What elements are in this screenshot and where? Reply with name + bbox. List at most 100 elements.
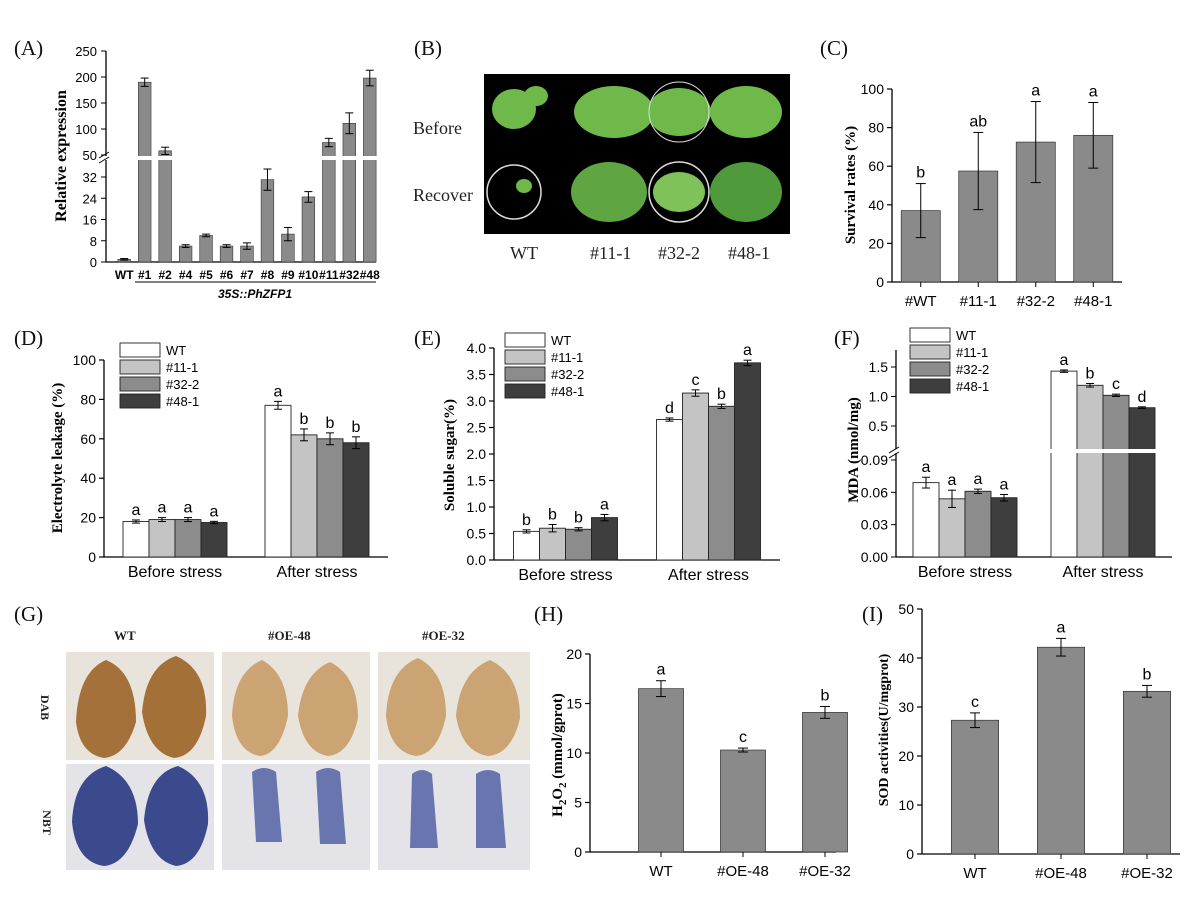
a-y-label: Relative expression bbox=[53, 90, 70, 222]
a-y-tick-label: 0 bbox=[90, 255, 97, 270]
c-significance-letter: a bbox=[1031, 83, 1040, 100]
i-significance-letter: b bbox=[1143, 666, 1152, 683]
h-significance-letter: c bbox=[739, 729, 747, 746]
f-significance-letter: a bbox=[974, 471, 983, 488]
h-y-label-part: H bbox=[550, 805, 566, 817]
e-x-tick-label: After stress bbox=[668, 567, 749, 584]
e-bar-11-1 bbox=[682, 392, 709, 561]
f-legend-swatch bbox=[909, 361, 951, 377]
c-significance-letter: ab bbox=[969, 113, 987, 130]
panel-label-h: (H) bbox=[534, 602, 564, 626]
i-x-tick-label: #OE-48 bbox=[1035, 865, 1087, 882]
a-break-mark bbox=[98, 156, 110, 164]
a-bar bbox=[363, 77, 377, 263]
e-y-tick-label: 4.0 bbox=[467, 340, 487, 356]
f-axis-break bbox=[892, 449, 1172, 453]
f-significance-letter: a bbox=[1060, 352, 1069, 369]
panel-label-b: (B) bbox=[414, 36, 442, 60]
a-x-tick-label: #9 bbox=[281, 268, 295, 282]
c-y-tick-label: 20 bbox=[868, 235, 884, 251]
e-bar-48-1 bbox=[591, 517, 618, 561]
stain-photo-art bbox=[66, 652, 530, 870]
f-y-tick-label: 0.03 bbox=[861, 517, 888, 533]
h-y-tick-label: 20 bbox=[566, 646, 582, 662]
i-significance-letter: c bbox=[971, 694, 979, 711]
a-x-tick-label: #6 bbox=[220, 268, 234, 282]
d-legend-swatch bbox=[119, 393, 161, 409]
d-significance-letter: b bbox=[326, 415, 335, 432]
e-bar-WT bbox=[656, 419, 683, 561]
f-legend-swatch bbox=[909, 378, 951, 394]
panel-label-e: (E) bbox=[414, 326, 441, 350]
f-bar-32-2 bbox=[1102, 394, 1130, 558]
d-bar-WT bbox=[264, 404, 292, 558]
photo-col-label-wt: WT bbox=[510, 243, 538, 263]
c-y-tick-label: 0 bbox=[876, 274, 884, 290]
i-y-tick-label: 40 bbox=[898, 650, 914, 666]
d-bar-48-1 bbox=[342, 442, 370, 558]
photo-col-label-48-1: #48-1 bbox=[728, 243, 770, 263]
e-y-tick-label: 3.5 bbox=[467, 367, 487, 383]
stain-photo bbox=[66, 652, 530, 870]
panel-label-f: (F) bbox=[834, 326, 860, 350]
a-x-tick-label: #10 bbox=[298, 268, 318, 282]
c-y-label: Survival rates (%) bbox=[843, 126, 859, 244]
d-bar-WT bbox=[122, 521, 150, 558]
e-legend-label: #32-2 bbox=[551, 367, 584, 382]
e-y-tick-label: 0.5 bbox=[467, 526, 487, 542]
c-x-tick-label: #48-1 bbox=[1074, 293, 1112, 310]
f-y-tick-label: 0.00 bbox=[861, 549, 888, 565]
e-y-tick-label: 2.5 bbox=[467, 420, 487, 436]
f-significance-letter: a bbox=[948, 472, 957, 489]
c-y-tick-label: 100 bbox=[861, 81, 885, 97]
f-bar-11-1 bbox=[938, 498, 966, 558]
i-y-tick-label: 0 bbox=[906, 846, 914, 862]
f-x-tick-label: After stress bbox=[1063, 564, 1144, 581]
a-x-tick-label: #2 bbox=[158, 268, 172, 282]
h-x-tick-label: WT bbox=[649, 863, 672, 880]
stain-col-label-wt: WT bbox=[114, 628, 136, 643]
a-bar bbox=[178, 245, 193, 263]
a-x-tick-label: #5 bbox=[199, 268, 213, 282]
d-y-tick-label: 100 bbox=[73, 352, 97, 368]
f-bar-32-2 bbox=[964, 490, 992, 558]
d-y-tick-label: 60 bbox=[80, 431, 96, 447]
f-y-tick-label: 0.06 bbox=[861, 484, 888, 500]
h-y-tick-label: 15 bbox=[566, 696, 582, 712]
d-y-tick-label: 20 bbox=[80, 510, 96, 526]
h-significance-letter: b bbox=[821, 687, 830, 704]
a-x-tick-label: #8 bbox=[261, 268, 275, 282]
e-significance-letter: b bbox=[574, 510, 583, 527]
photo-col-label-32-2: #32-2 bbox=[658, 243, 700, 263]
f-legend-label: #11-1 bbox=[956, 345, 988, 360]
e-bar-32-2 bbox=[708, 405, 735, 561]
e-y-tick-label: 0.0 bbox=[467, 552, 487, 568]
a-group-label: 35S::PhZFP1 bbox=[218, 287, 292, 301]
i-x-tick-label: WT bbox=[963, 865, 986, 882]
i-y-label: SOD activities(U/mgprot) bbox=[877, 653, 892, 806]
d-x-tick-label: After stress bbox=[277, 564, 358, 581]
e-y-label: Soluble sugar(%) bbox=[442, 399, 458, 511]
h-y-label: H2O2 (mmol/gprot) bbox=[550, 693, 569, 817]
e-y-tick-label: 3.0 bbox=[467, 393, 487, 409]
e-legend-swatch bbox=[504, 349, 546, 365]
f-bar-WT bbox=[1050, 370, 1078, 558]
h-y-tick-label: 0 bbox=[574, 844, 582, 860]
h-y-label-part: (mmol/gprot) bbox=[550, 693, 566, 782]
h-y-label-part: 2 bbox=[557, 799, 569, 805]
h-y-label-part: O bbox=[550, 788, 566, 800]
e-significance-letter: b bbox=[522, 512, 531, 529]
f-significance-letter: a bbox=[1000, 476, 1009, 493]
f-break-mark bbox=[888, 446, 900, 454]
stain-col-label-oe48: #OE-48 bbox=[268, 628, 311, 643]
a-bar bbox=[322, 142, 336, 263]
d-significance-letter: b bbox=[352, 419, 361, 436]
f-legend-swatch bbox=[909, 344, 951, 360]
d-bar-11-1 bbox=[290, 434, 318, 558]
e-legend-label: #11-1 bbox=[551, 350, 583, 365]
i-y-tick-label: 50 bbox=[898, 601, 914, 617]
i-x-tick-label: #OE-32 bbox=[1121, 865, 1173, 882]
f-x-tick-label: Before stress bbox=[918, 564, 1012, 581]
